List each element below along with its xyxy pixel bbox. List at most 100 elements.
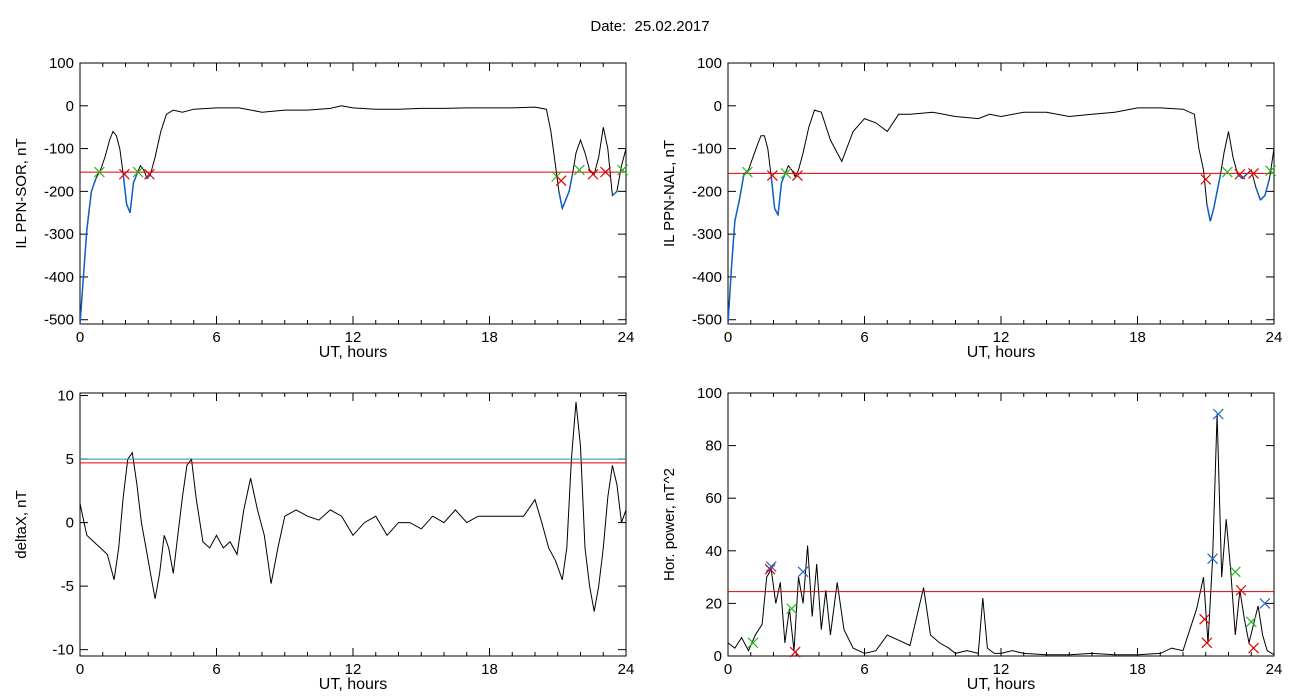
- cross-marker: [600, 166, 611, 178]
- cross-marker-stroke: [797, 566, 809, 578]
- cross-marker-stroke: [786, 603, 798, 615]
- cross-marker: [1229, 566, 1241, 578]
- cross-marker-stroke: [1212, 408, 1224, 420]
- cross-marker-stroke: [791, 170, 803, 181]
- below-threshold-segment: [568, 174, 574, 192]
- below-threshold-segment: [82, 229, 88, 277]
- x-axis-label: UT, hours: [967, 344, 1035, 361]
- below-threshold-segment: [86, 191, 93, 230]
- cross-marker: [1234, 168, 1246, 180]
- below-threshold-segment: [734, 199, 741, 222]
- below-threshold-segment: [1212, 191, 1218, 209]
- y-tick-label: -500: [44, 312, 74, 329]
- cross-marker: [791, 170, 803, 181]
- cross-marker-stroke: [741, 166, 753, 178]
- x-tick-label: 18: [1129, 329, 1146, 346]
- x-tick-label: 12: [993, 661, 1010, 678]
- y-tick-label: 100: [49, 55, 74, 72]
- cross-marker-stroke: [780, 167, 792, 179]
- cross-marker-stroke: [764, 563, 776, 575]
- y-tick-label: -10: [52, 642, 74, 659]
- plot-frame: [79, 62, 627, 325]
- x-tick-label: 6: [860, 661, 868, 678]
- plot-frame: [727, 392, 1275, 657]
- below-threshold-segment: [1206, 204, 1212, 222]
- y-tick-label: -5: [61, 578, 74, 595]
- below-threshold-segment: [728, 268, 733, 324]
- y-tick-label: 80: [705, 438, 722, 455]
- cross-marker: [1201, 637, 1213, 649]
- cross-marker: [789, 646, 801, 658]
- cross-marker: [1212, 408, 1224, 420]
- x-axis-label: UT, hours: [319, 344, 387, 361]
- y-axis-label: Hor. power, nT^2: [661, 468, 678, 581]
- y-tick-label: -300: [692, 226, 722, 243]
- y-tick-label: 0: [66, 98, 74, 115]
- cross-marker-stroke: [747, 637, 759, 649]
- cross-marker: [1245, 616, 1257, 628]
- y-tick-label: 20: [705, 595, 722, 612]
- below-threshold-segment: [770, 176, 776, 209]
- cross-marker: [93, 166, 105, 178]
- cross-marker-stroke: [1245, 616, 1257, 628]
- x-tick-label: 18: [481, 329, 498, 346]
- x-tick-label: 18: [1129, 661, 1146, 678]
- cross-marker: [1199, 613, 1211, 625]
- x-tick-label: 24: [618, 329, 635, 346]
- cross-marker-stroke: [555, 175, 567, 187]
- cross-marker-stroke: [1199, 613, 1211, 625]
- below-threshold-segment: [738, 174, 745, 201]
- cross-marker: [741, 166, 753, 178]
- x-tick-label: 24: [1266, 661, 1283, 678]
- x-axis-label: UT, hours: [967, 676, 1035, 693]
- cross-marker-stroke: [93, 166, 105, 178]
- cross-marker-stroke: [1207, 553, 1218, 565]
- y-tick-label: 60: [705, 490, 722, 507]
- cross-marker: [765, 561, 777, 573]
- x-tick-label: 6: [860, 329, 868, 346]
- cross-marker: [143, 168, 155, 180]
- cross-marker-stroke: [573, 164, 585, 176]
- cross-marker: [573, 164, 585, 176]
- x-tick-label: 12: [345, 329, 362, 346]
- cross-marker: [1259, 597, 1271, 609]
- x-tick-label: 24: [618, 661, 635, 678]
- series-line: [80, 401, 626, 612]
- x-axis-label: UT, hours: [319, 676, 387, 693]
- y-axis-label: deltaX, nT: [13, 490, 30, 558]
- y-tick-label: 100: [697, 385, 722, 402]
- y-tick-label: 5: [66, 451, 74, 468]
- cross-marker-stroke: [1201, 637, 1213, 649]
- cross-marker: [1221, 166, 1233, 178]
- y-tick-label: 100: [697, 55, 722, 72]
- x-tick-label: 0: [724, 661, 732, 678]
- below-threshold-segment: [561, 199, 567, 209]
- cross-marker-stroke: [617, 164, 629, 176]
- below-threshold-segment: [1264, 178, 1271, 196]
- series-line: [80, 105, 626, 324]
- y-tick-label: -200: [692, 183, 722, 200]
- cross-marker: [1248, 167, 1259, 179]
- y-axis-label: IL PPN-SOR, nT: [13, 138, 30, 248]
- cross-marker: [1200, 173, 1212, 185]
- cross-marker: [797, 566, 809, 578]
- cross-marker-stroke: [143, 168, 155, 180]
- cross-marker: [617, 164, 629, 176]
- cross-marker: [780, 167, 792, 179]
- below-threshold-segment: [730, 221, 736, 269]
- y-tick-label: -100: [44, 141, 74, 158]
- below-threshold-segment: [129, 182, 135, 213]
- cross-marker: [1207, 553, 1218, 565]
- below-threshold-segment: [80, 276, 85, 324]
- below-threshold-segment: [90, 178, 97, 192]
- series-line: [728, 107, 1274, 324]
- cross-marker-stroke: [1248, 167, 1259, 179]
- plot-frame: [727, 62, 1275, 325]
- y-tick-label: 0: [714, 648, 722, 665]
- x-tick-label: 12: [345, 661, 362, 678]
- x-tick-label: 0: [76, 329, 84, 346]
- below-threshold-segment: [1216, 174, 1222, 192]
- cross-marker: [747, 637, 759, 649]
- x-tick-label: 6: [212, 661, 220, 678]
